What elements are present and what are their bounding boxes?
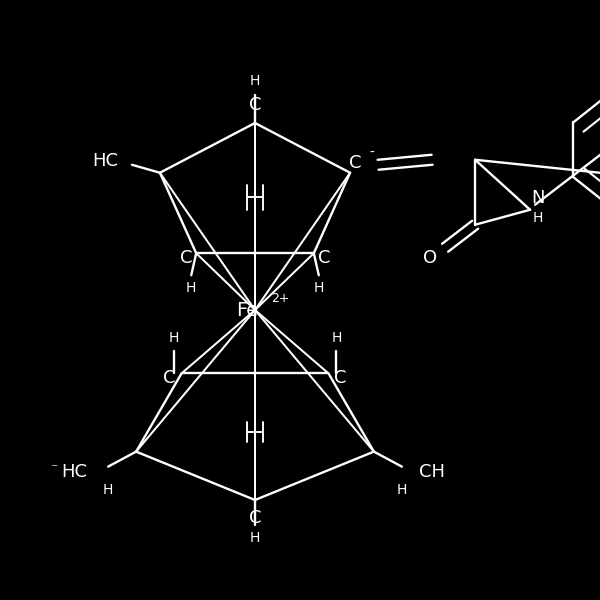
Text: C: C [249, 96, 261, 114]
Text: H: H [250, 531, 260, 545]
Text: C: C [349, 154, 361, 172]
Text: C: C [163, 370, 176, 388]
Text: H: H [397, 482, 407, 497]
Text: CH: CH [419, 463, 445, 481]
Text: H: H [169, 331, 179, 346]
Text: H: H [533, 211, 543, 225]
Text: O: O [423, 249, 437, 267]
Text: H: H [331, 331, 341, 346]
Text: C: C [317, 249, 330, 267]
Text: -: - [370, 146, 374, 160]
Text: C: C [334, 370, 347, 388]
Text: H: H [103, 482, 113, 497]
Text: HC: HC [61, 463, 87, 481]
Text: HC: HC [92, 152, 118, 170]
Text: C: C [180, 249, 193, 267]
Text: ⁻: ⁻ [50, 463, 58, 476]
Text: 2+: 2+ [271, 292, 289, 304]
Text: Fe: Fe [236, 301, 258, 319]
Text: H: H [314, 281, 324, 295]
Text: H: H [186, 281, 196, 295]
Text: N: N [532, 189, 545, 207]
Text: C: C [249, 509, 261, 527]
Text: H: H [250, 74, 260, 88]
